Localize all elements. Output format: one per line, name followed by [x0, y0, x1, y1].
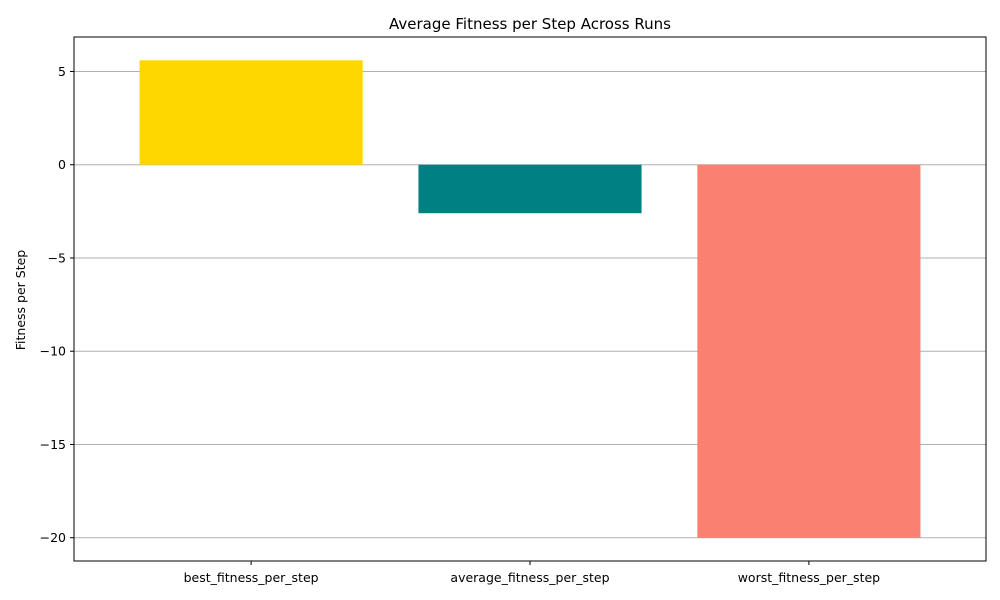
y-tick-label: −20: [40, 530, 66, 545]
y-tick-label: −10: [40, 344, 66, 359]
x-axis-ticks: best_fitness_per_step average_fitness_per…: [184, 561, 880, 585]
chart-title: Average Fitness per Step Across Runs: [389, 15, 671, 33]
bar-best-fitness-per-step: [139, 60, 363, 165]
y-tick-label: 0: [58, 157, 66, 172]
x-tick-label: average_fitness_per_step: [450, 570, 609, 585]
bars: [139, 60, 921, 538]
bar-average-fitness-per-step: [418, 164, 642, 214]
y-axis-title: Fitness per Step: [13, 250, 28, 351]
y-tick-label: 5: [58, 64, 66, 79]
y-axis-ticks: 5 0 −5 −10 −15 −20: [40, 64, 74, 545]
y-tick-label: −15: [40, 437, 66, 452]
y-tick-label: −5: [48, 250, 66, 265]
x-tick-label: best_fitness_per_step: [184, 570, 319, 585]
bar-worst-fitness-per-step: [697, 164, 921, 538]
x-tick-label: worst_fitness_per_step: [738, 570, 880, 585]
